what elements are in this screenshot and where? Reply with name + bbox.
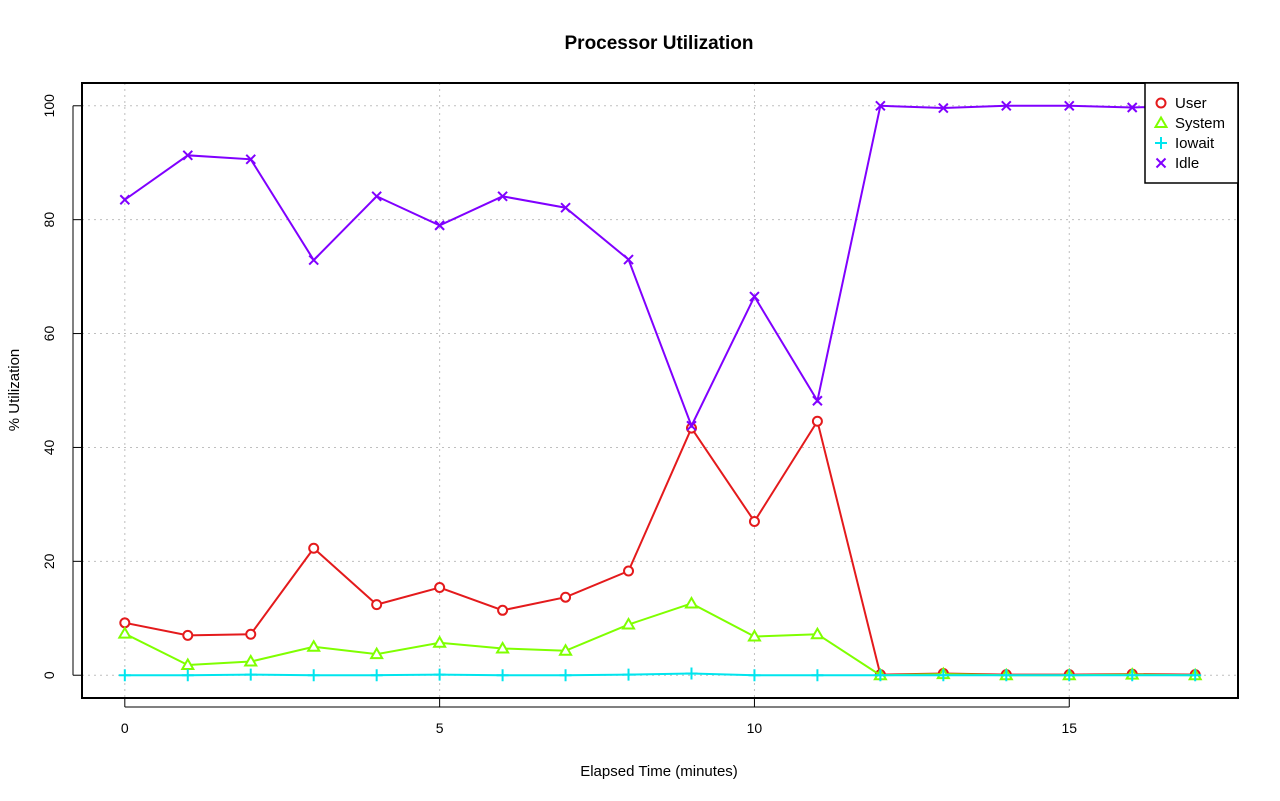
series-iowait (118, 667, 1202, 682)
data-point-user (748, 515, 760, 527)
data-point-idle (245, 154, 256, 165)
series-line-system (124, 602, 1196, 677)
data-point-user (811, 415, 823, 427)
y-tick-label: 0 (41, 671, 57, 679)
plot-frame (81, 82, 1239, 699)
data-point-idle (1001, 100, 1012, 111)
data-point-user (119, 617, 131, 629)
legend-label-user: User (1175, 95, 1207, 112)
data-point-user (497, 604, 509, 616)
data-point-idle (371, 191, 382, 202)
data-point-iowait (307, 669, 320, 682)
y-tick-label: 20 (41, 553, 57, 569)
data-point-idle (308, 254, 319, 266)
data-point-idle (182, 150, 193, 161)
legend-marker-iowait (1155, 137, 1167, 149)
grid-lines (82, 83, 1238, 698)
data-point-iowait (1126, 669, 1139, 682)
data-point-user (308, 542, 320, 554)
data-point-iowait (1063, 669, 1076, 682)
x-tick-label: 10 (747, 720, 763, 736)
data-point-iowait (244, 668, 257, 681)
data-point-iowait (1189, 669, 1202, 682)
series-line-iowait (124, 672, 1196, 677)
legend: User System Iowait Idle (1144, 82, 1239, 184)
data-point-iowait (685, 667, 698, 680)
x-tick-label: 0 (121, 720, 129, 736)
legend-marker-system (1153, 115, 1169, 128)
data-point-idle (623, 254, 634, 265)
data-point-idle (812, 395, 823, 406)
data-point-system (558, 643, 573, 656)
y-tick-label: 100 (41, 94, 57, 118)
data-point-user (560, 591, 572, 603)
legend-label-iowait: Iowait (1175, 135, 1215, 152)
series-line-user (124, 418, 1196, 676)
series-layer (117, 100, 1203, 682)
data-point-idle (875, 100, 886, 111)
data-point-idle (497, 191, 508, 202)
data-point-idle (749, 291, 760, 302)
data-point-system (747, 629, 762, 642)
data-point-system (495, 640, 510, 654)
x-axis: 0 5 10 15 (121, 698, 1077, 736)
x-axis-label: Elapsed Time (minutes) (580, 763, 738, 780)
data-point-iowait (811, 669, 824, 682)
data-point-iowait (748, 669, 761, 682)
data-point-idle (686, 420, 697, 432)
data-point-iowait (622, 668, 635, 681)
data-point-idle (560, 202, 571, 213)
data-point-system (243, 654, 258, 667)
series-line-idle (124, 104, 1196, 429)
data-point-idle (1064, 100, 1075, 111)
data-point-system (621, 617, 636, 630)
data-point-idle (119, 194, 131, 205)
data-point-idle (938, 102, 949, 114)
chart-title: Processor Utilization (565, 33, 754, 54)
data-point-system (180, 657, 196, 670)
legend-marker-user (1155, 97, 1167, 109)
data-point-idle (1127, 102, 1138, 113)
data-point-user (434, 582, 446, 594)
data-point-user (182, 629, 194, 641)
data-point-user (371, 599, 383, 611)
data-point-iowait (496, 669, 509, 682)
series-idle (119, 100, 1201, 432)
data-point-iowait (118, 669, 131, 682)
y-tick-label: 60 (41, 326, 57, 342)
data-point-system (369, 646, 384, 660)
y-tick-label: 40 (41, 439, 57, 455)
data-point-user (245, 628, 257, 640)
data-point-user (623, 565, 635, 577)
data-point-idle (434, 220, 445, 231)
legend-label-idle: Idle (1175, 155, 1199, 172)
y-axis-label: % Utilization (6, 349, 23, 432)
legend-marker-idle (1155, 157, 1167, 169)
y-axis: 0 20 40 60 80 100 (41, 94, 82, 679)
data-point-system (810, 626, 825, 640)
series-user (119, 415, 1201, 681)
data-point-system (684, 595, 699, 609)
data-point-iowait (1000, 669, 1013, 682)
data-point-system (306, 639, 321, 652)
y-tick-label: 80 (41, 212, 57, 228)
data-point-system (117, 626, 133, 639)
series-system (117, 595, 1203, 681)
x-tick-label: 15 (1061, 720, 1077, 736)
data-point-system (432, 635, 447, 648)
data-point-iowait (181, 669, 194, 682)
data-point-iowait (370, 669, 383, 682)
x-tick-label: 5 (436, 720, 444, 736)
data-point-iowait (937, 669, 950, 682)
data-point-iowait (874, 669, 887, 682)
legend-label-system: System (1175, 115, 1225, 132)
data-point-iowait (559, 669, 572, 682)
data-point-iowait (433, 668, 446, 681)
